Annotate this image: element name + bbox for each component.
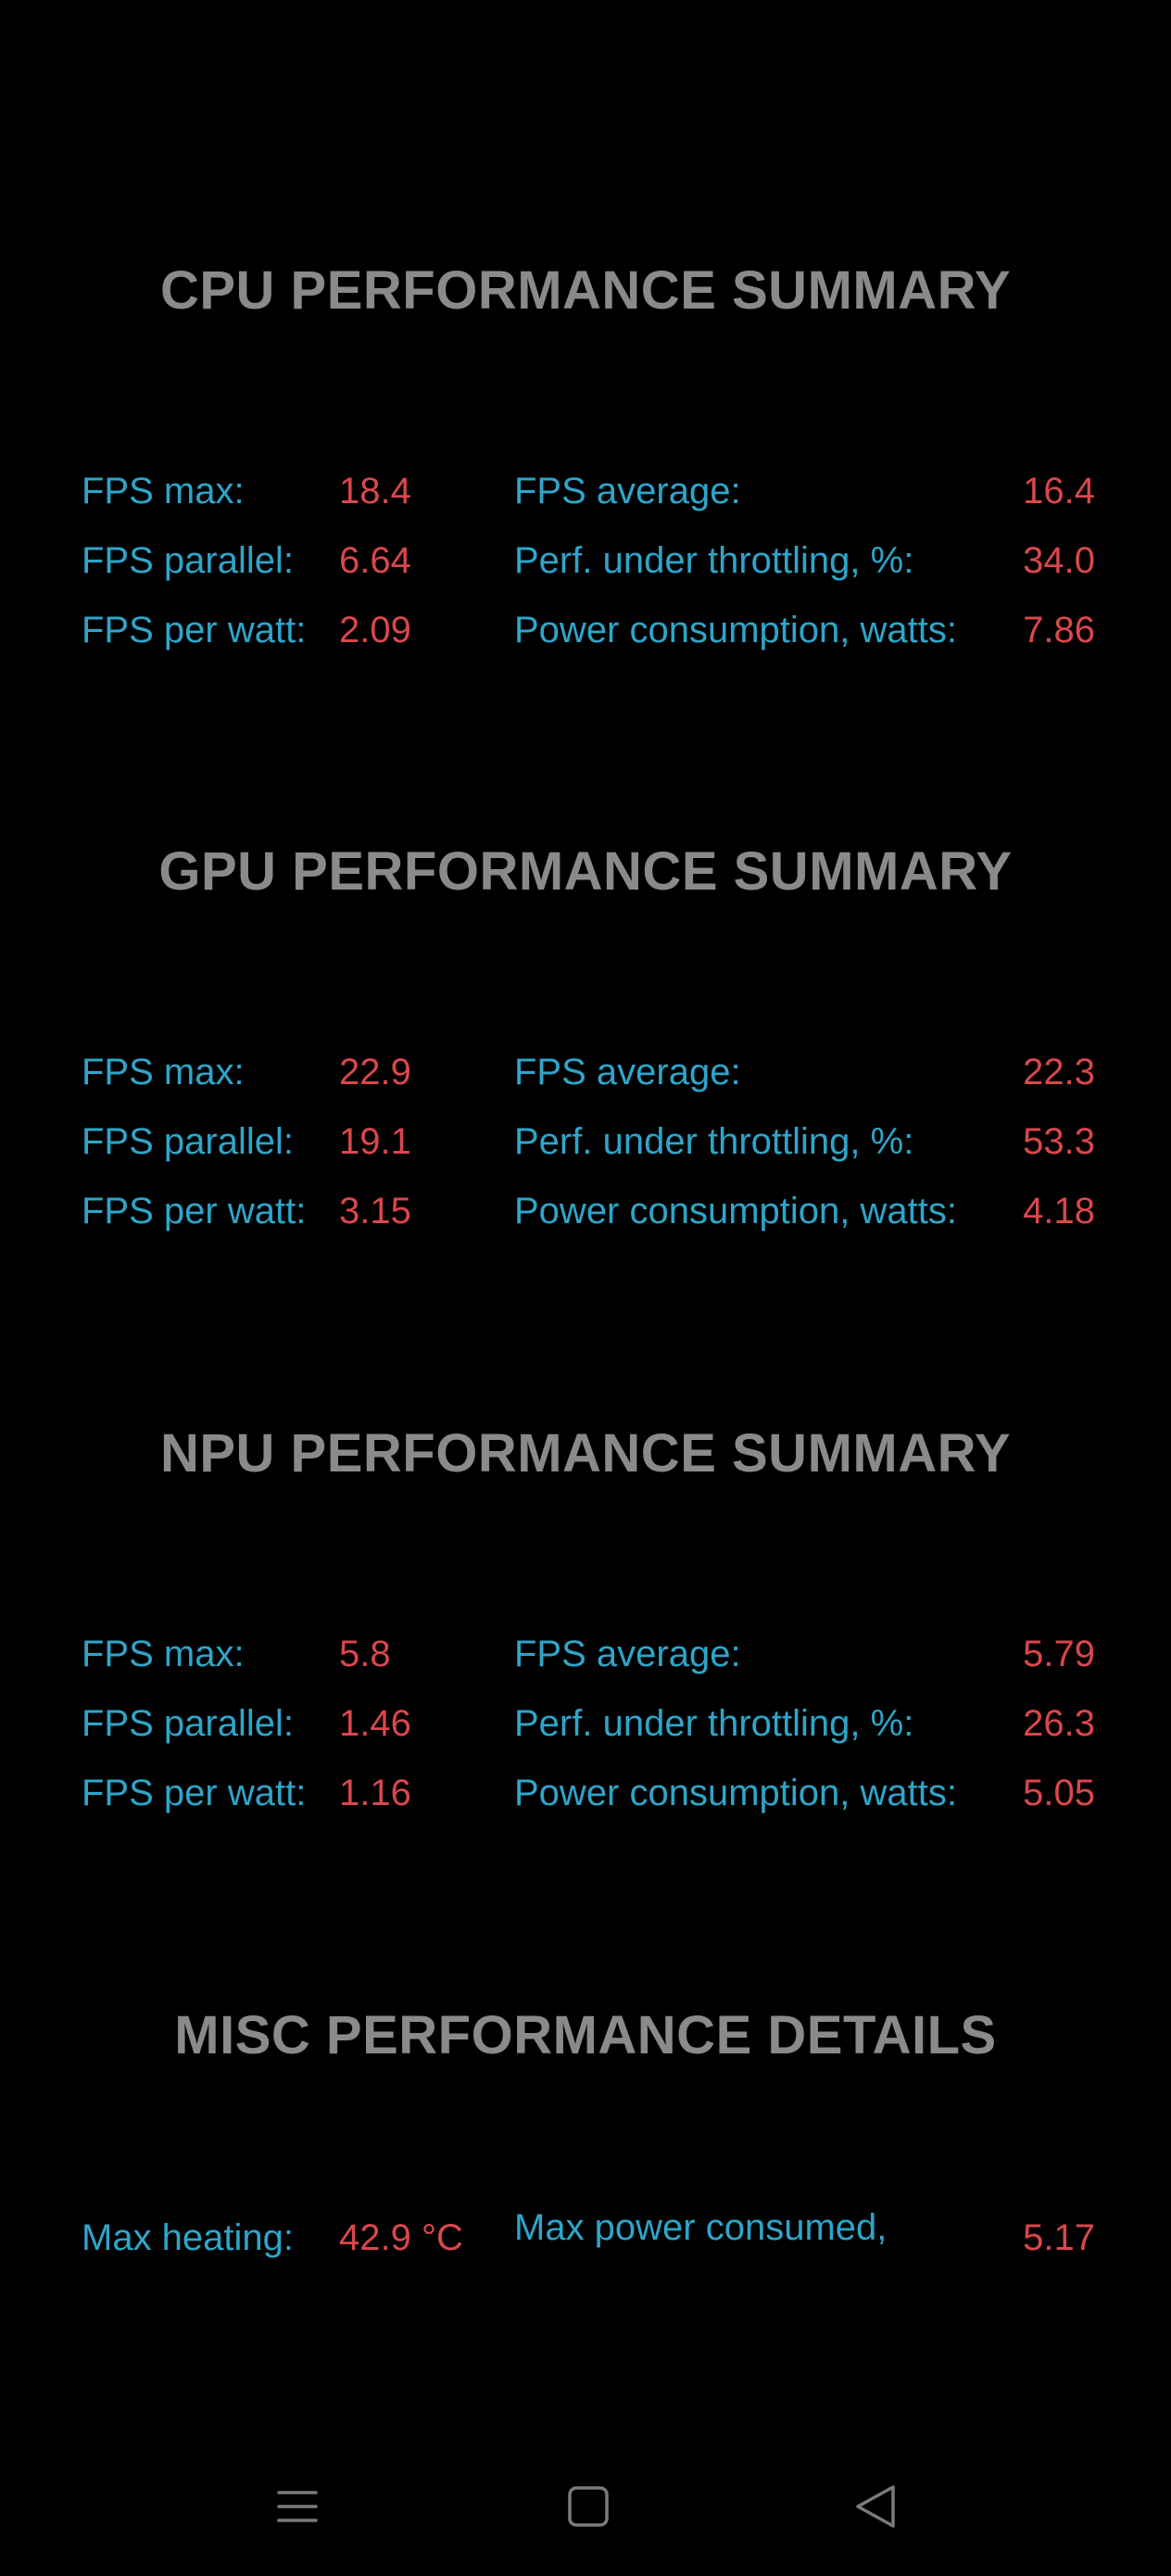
gpu-fps-per-watt-value: 3.15	[339, 1191, 411, 1231]
gpu-throttling-value: 53.3	[1023, 1121, 1095, 1162]
max-power-consumed-label: Max power consumed, watts:	[514, 2207, 888, 2248]
cpu-row-fps-per-watt: FPS per watt: 2.09 Power consumption, wa…	[0, 602, 1171, 658]
npu-row-fps-max: FPS max: 5.8 FPS average: 5.79	[0, 1626, 1171, 1682]
npu-fps-max-value: 5.8	[339, 1634, 391, 1674]
npu-row-fps-parallel: FPS parallel: 1.46 Perf. under throttlin…	[0, 1696, 1171, 1751]
cpu-fps-max-value: 18.4	[339, 471, 411, 511]
npu-throttling-label: Perf. under throttling, %:	[514, 1703, 914, 1744]
gpu-throttling-label: Perf. under throttling, %:	[514, 1121, 914, 1162]
npu-fps-parallel-label: FPS parallel:	[82, 1703, 294, 1744]
cpu-power-label: Power consumption, watts:	[514, 610, 957, 650]
npu-section-title: NPU PERFORMANCE SUMMARY	[159, 1423, 1012, 1484]
gpu-fps-max-value: 22.9	[339, 1052, 411, 1092]
gpu-fps-parallel-label: FPS parallel:	[82, 1121, 294, 1162]
cpu-throttling-value: 34.0	[1023, 540, 1095, 581]
misc-row-heating: Max heating: 42.9 °C Max power consumed,…	[0, 2201, 1171, 2275]
gpu-power-label: Power consumption, watts:	[514, 1191, 957, 1231]
gpu-fps-max-label: FPS max:	[82, 1052, 245, 1092]
gpu-fps-average-label: FPS average:	[514, 1052, 741, 1092]
gpu-row-fps-parallel: FPS parallel: 19.1 Perf. under throttlin…	[0, 1114, 1171, 1169]
cpu-fps-per-watt-label: FPS per watt:	[82, 610, 307, 650]
max-heating-label: Max heating:	[82, 2217, 295, 2258]
home-button[interactable]	[556, 2474, 621, 2539]
npu-fps-average-value: 5.79	[1023, 1634, 1095, 1674]
cpu-fps-max-label: FPS max:	[82, 471, 245, 511]
npu-fps-max-label: FPS max:	[82, 1634, 245, 1674]
misc-section-title: MISC PERFORMANCE DETAILS	[174, 2005, 997, 2065]
gpu-row-fps-per-watt: FPS per watt: 3.15 Power consumption, wa…	[0, 1183, 1171, 1239]
cpu-fps-parallel-value: 6.64	[339, 540, 411, 581]
cpu-fps-parallel-label: FPS parallel:	[82, 540, 294, 581]
system-navigation-bar	[0, 2456, 1171, 2557]
npu-row-fps-per-watt: FPS per watt: 1.16 Power consumption, wa…	[0, 1765, 1171, 1821]
back-icon	[843, 2474, 908, 2539]
cpu-row-fps-max: FPS max: 18.4 FPS average: 16.4	[0, 463, 1171, 519]
gpu-row-fps-max: FPS max: 22.9 FPS average: 22.3	[0, 1044, 1171, 1100]
gpu-fps-parallel-value: 19.1	[339, 1121, 411, 1162]
gpu-power-value: 4.18	[1023, 1191, 1095, 1231]
npu-power-label: Power consumption, watts:	[514, 1773, 957, 1813]
cpu-row-fps-parallel: FPS parallel: 6.64 Perf. under throttlin…	[0, 533, 1171, 588]
gpu-fps-per-watt-label: FPS per watt:	[82, 1191, 307, 1231]
npu-fps-parallel-value: 1.46	[339, 1703, 411, 1744]
npu-fps-per-watt-label: FPS per watt:	[82, 1773, 307, 1813]
npu-fps-per-watt-value: 1.16	[339, 1773, 411, 1813]
menu-icon	[265, 2474, 330, 2539]
npu-power-value: 5.05	[1023, 1773, 1095, 1813]
cpu-fps-average-value: 16.4	[1023, 471, 1095, 511]
gpu-section-title: GPU PERFORMANCE SUMMARY	[158, 841, 1013, 902]
npu-throttling-value: 26.3	[1023, 1703, 1095, 1744]
cpu-section-title: CPU PERFORMANCE SUMMARY	[159, 260, 1012, 321]
npu-fps-average-label: FPS average:	[514, 1634, 741, 1674]
menu-button[interactable]	[265, 2474, 330, 2539]
max-heating-value: 42.9 °C	[339, 2217, 463, 2258]
cpu-fps-per-watt-value: 2.09	[339, 610, 411, 650]
cpu-power-value: 7.86	[1023, 610, 1095, 650]
cpu-fps-average-label: FPS average:	[514, 471, 741, 511]
home-icon	[556, 2474, 621, 2539]
back-button[interactable]	[843, 2474, 908, 2539]
cpu-throttling-label: Perf. under throttling, %:	[514, 540, 914, 581]
max-power-consumed-value: 5.17	[1023, 2217, 1095, 2258]
gpu-fps-average-value: 22.3	[1023, 1052, 1095, 1092]
